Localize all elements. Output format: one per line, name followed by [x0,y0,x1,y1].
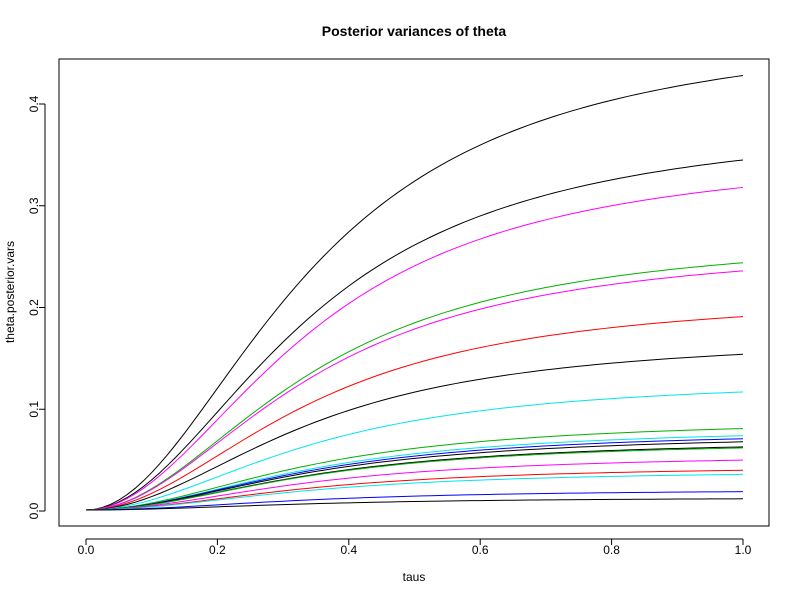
series-line-15 [85,459,744,511]
series-line-8 [85,391,744,511]
series-line-12 [85,441,744,511]
series-line-10 [85,435,744,511]
x-tick-label-0: 0.0 [78,543,95,557]
series-line-2 [85,159,744,511]
y-tick-label-3: 0.3 [27,197,41,214]
series-line-11 [85,438,744,511]
series-line-4 [85,262,744,511]
y-tick-label-2: 0.2 [27,299,41,316]
x-tick-label-2: 0.4 [340,543,357,557]
y-tick-label-1: 0.1 [27,401,41,418]
y-axis-label: theta.posterior.vars [3,241,17,343]
series-line-14 [85,447,744,511]
series-line-6 [85,316,744,511]
plot-frame [58,58,770,527]
series-line-1 [85,75,744,511]
series-line-7 [85,353,744,511]
x-tick-label-3: 0.6 [472,543,489,557]
y-tick-label-0: 0.0 [27,502,41,519]
series-line-9 [85,428,744,511]
series-line-16 [85,469,744,511]
x-tick-label-5: 1.0 [735,543,752,557]
chart-title: Posterior variances of theta [322,23,507,39]
series-layer [85,75,744,511]
y-tick-label-4: 0.4 [27,95,41,112]
series-line-5 [85,270,744,511]
y-axis: 0.0 0.1 0.2 0.3 0.4 [27,95,46,519]
x-axis: 0.0 0.2 0.4 0.6 0.8 1.0 [78,538,752,557]
series-line-17 [85,473,744,511]
x-axis-label: taus [403,570,426,584]
series-line-19 [85,498,744,511]
series-line-18 [85,491,744,511]
x-tick-label-1: 0.2 [209,543,226,557]
series-line-3 [85,186,744,511]
x-tick-label-4: 0.8 [603,543,620,557]
